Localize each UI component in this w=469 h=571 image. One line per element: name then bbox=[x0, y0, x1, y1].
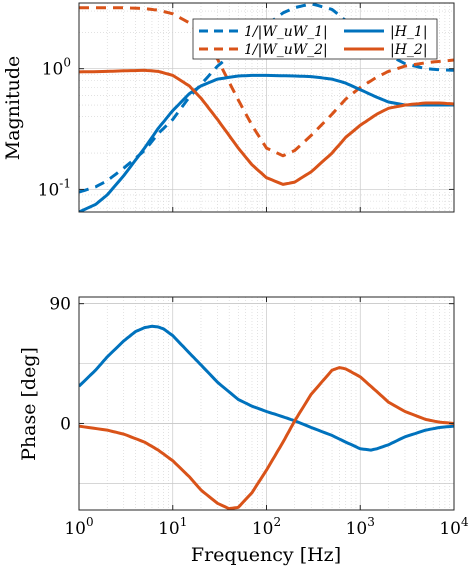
x-tick-label: 100 bbox=[64, 515, 93, 539]
y-tick-label: 90 bbox=[49, 295, 71, 315]
legend-box bbox=[192, 18, 438, 60]
y-tick-label: 100 bbox=[42, 56, 71, 80]
phase-xlabel: Frequency [Hz] bbox=[191, 544, 341, 566]
series-line-0-2 bbox=[79, 73, 454, 212]
legend-label-h1: |H_1| bbox=[390, 24, 428, 40]
magnitude-ylabel: Magnitude bbox=[2, 56, 24, 161]
x-tick-label: 101 bbox=[158, 515, 187, 539]
phase-panel: 100 101 102 103 104 0 90 Phase [deg] Frequency… bbox=[18, 295, 469, 566]
magnitude-panel: 10-1 100 Magnitude 1/|W_uW_1| |H_1| 1/|W_… bbox=[2, 2, 455, 213]
magnitude-ticks: 10-1 100 bbox=[38, 3, 455, 212]
legend: 1/|W_uW_1| |H_1| 1/|W_uW_2| |H_2| bbox=[192, 18, 438, 60]
phase-ticks: 100 101 102 103 104 0 90 bbox=[49, 295, 469, 539]
phase-grid bbox=[78, 297, 455, 510]
legend-label-inv-wuw1: 1/|W_uW_1| bbox=[244, 24, 328, 40]
legend-label-h2: |H_2| bbox=[390, 42, 428, 58]
x-tick-label: 102 bbox=[252, 515, 281, 539]
series-line-1-0 bbox=[79, 324, 454, 452]
x-tick-label: 104 bbox=[439, 515, 469, 539]
y-tick-label: 10-1 bbox=[38, 176, 71, 200]
series-line-0-1 bbox=[79, 6, 454, 158]
legend-label-inv-wuw2: 1/|W_uW_2| bbox=[244, 42, 328, 58]
series-line-0-3 bbox=[79, 68, 454, 186]
x-tick-label: 103 bbox=[346, 515, 375, 539]
phase-lines bbox=[79, 324, 454, 510]
phase-ylabel: Phase [deg] bbox=[18, 347, 40, 461]
series-line-1-1 bbox=[79, 366, 454, 510]
y-tick-label: 0 bbox=[60, 414, 71, 434]
